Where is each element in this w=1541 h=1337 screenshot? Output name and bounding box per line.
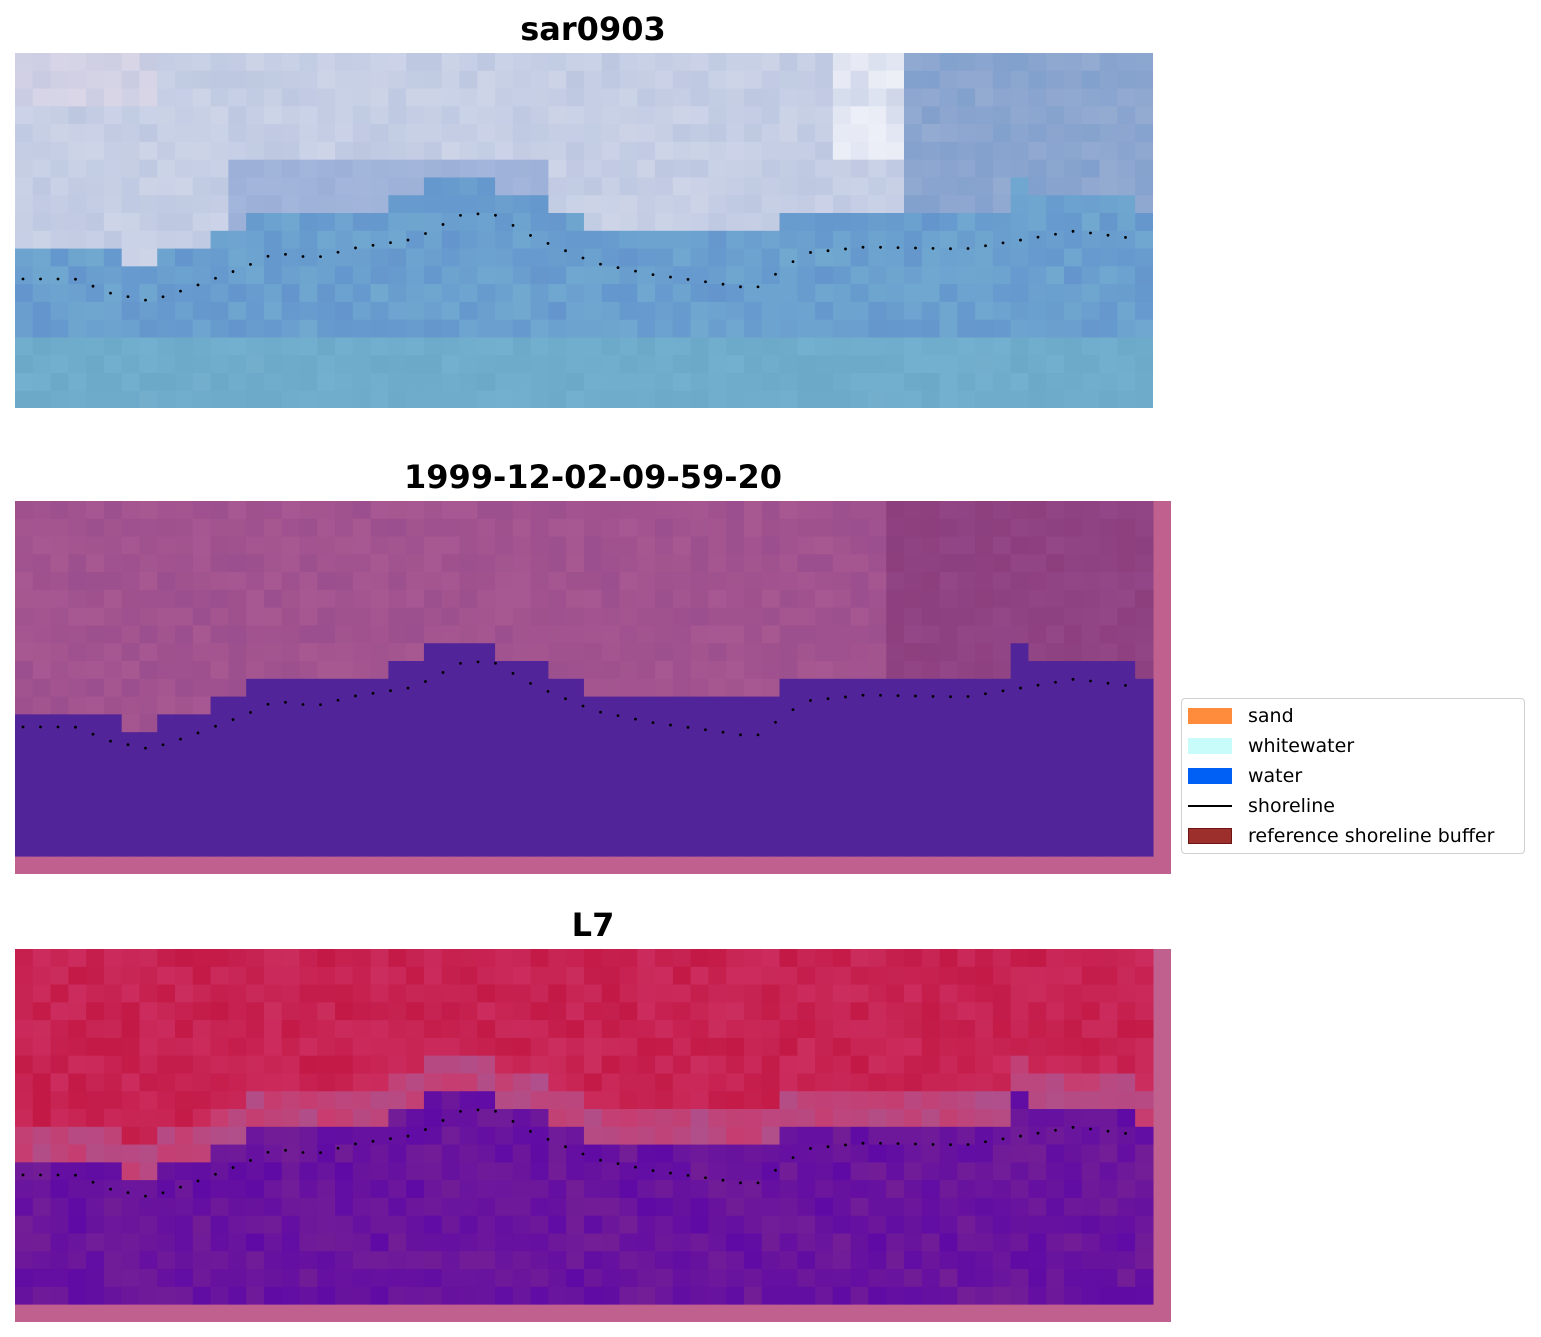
legend: sand whitewater water shoreline referenc… [1181, 698, 1525, 854]
legend-item-reference-buffer: reference shoreline buffer [1188, 821, 1494, 851]
legend-label-whitewater: whitewater [1248, 735, 1355, 757]
shoreline-line-icon [1188, 805, 1232, 807]
reference-buffer-swatch [1188, 828, 1232, 844]
whitewater-swatch [1188, 738, 1232, 754]
legend-item-shoreline: shoreline [1188, 791, 1335, 821]
shoreline-dots [21, 1108, 1127, 1198]
rgb-image-panel [15, 53, 1153, 408]
legend-label-reference-buffer: reference shoreline buffer [1248, 825, 1495, 847]
legend-label-shoreline: shoreline [1248, 795, 1335, 817]
panel-title-satellite: L7 [571, 906, 615, 944]
panel-title-date: 1999-12-02-09-59-20 [403, 458, 783, 496]
legend-item-water: water [1188, 761, 1302, 791]
classified-image [15, 501, 1171, 874]
sand-swatch [1188, 708, 1232, 724]
index-image-panel [15, 949, 1171, 1322]
legend-label-water: water [1248, 765, 1303, 787]
index-image [15, 949, 1171, 1322]
legend-label-sand: sand [1248, 705, 1294, 727]
legend-item-sand: sand [1188, 701, 1294, 731]
water-swatch [1188, 768, 1232, 784]
rgb-image [15, 53, 1153, 408]
shoreline-dots [21, 212, 1127, 302]
shoreline-dots [21, 660, 1127, 750]
legend-item-whitewater: whitewater [1188, 731, 1354, 761]
classified-image-panel [15, 501, 1171, 874]
panel-title-sar0903: sar0903 [520, 10, 666, 48]
